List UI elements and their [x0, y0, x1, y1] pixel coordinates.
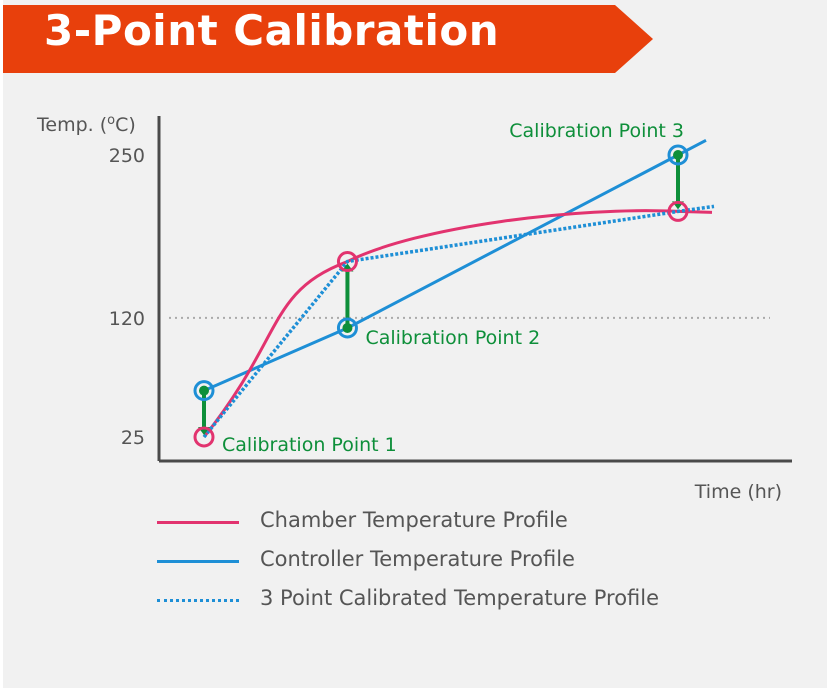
calibration-point-label: Calibration Point 2	[365, 327, 540, 349]
controller-point-marker	[193, 380, 215, 402]
chamber-point-marker	[336, 251, 358, 273]
controller-point-dot	[342, 322, 353, 333]
legend-swatch-calibrated	[157, 599, 239, 602]
title-banner	[3, 5, 653, 73]
legend-swatch-chamber	[157, 521, 239, 524]
legend-label-controller: Controller Temperature Profile	[260, 547, 575, 571]
y-tick-label: 250	[109, 145, 145, 167]
title-banner-shape	[3, 5, 653, 73]
series-line-calibrated	[202, 204, 715, 439]
series-line-chamber	[202, 209, 713, 438]
calibration-point-label: Calibration Point 3	[509, 120, 684, 142]
y-tick-label: 120	[109, 308, 145, 330]
series-line-controller	[203, 139, 707, 393]
legend-label-chamber: Chamber Temperature Profile	[260, 508, 568, 532]
chamber-point-marker	[193, 426, 215, 448]
legend-swatch-controller	[157, 560, 239, 563]
controller-point-dot	[199, 385, 209, 396]
chart-panel	[3, 0, 827, 688]
x-axis-label: Time (hr)	[694, 481, 782, 503]
controller-point-marker	[336, 317, 358, 339]
y-tick-label: 25	[121, 427, 145, 449]
y-axis-label: Temp. (oC)	[36, 113, 136, 136]
chamber-point-marker	[667, 200, 689, 222]
chart-title: 3-Point Calibration	[44, 6, 500, 55]
calibration-point-label: Calibration Point 1	[222, 434, 397, 456]
legend-label-calibrated: 3 Point Calibrated Temperature Profile	[260, 586, 660, 610]
controller-point-dot	[673, 150, 683, 160]
controller-point-marker	[667, 144, 689, 166]
